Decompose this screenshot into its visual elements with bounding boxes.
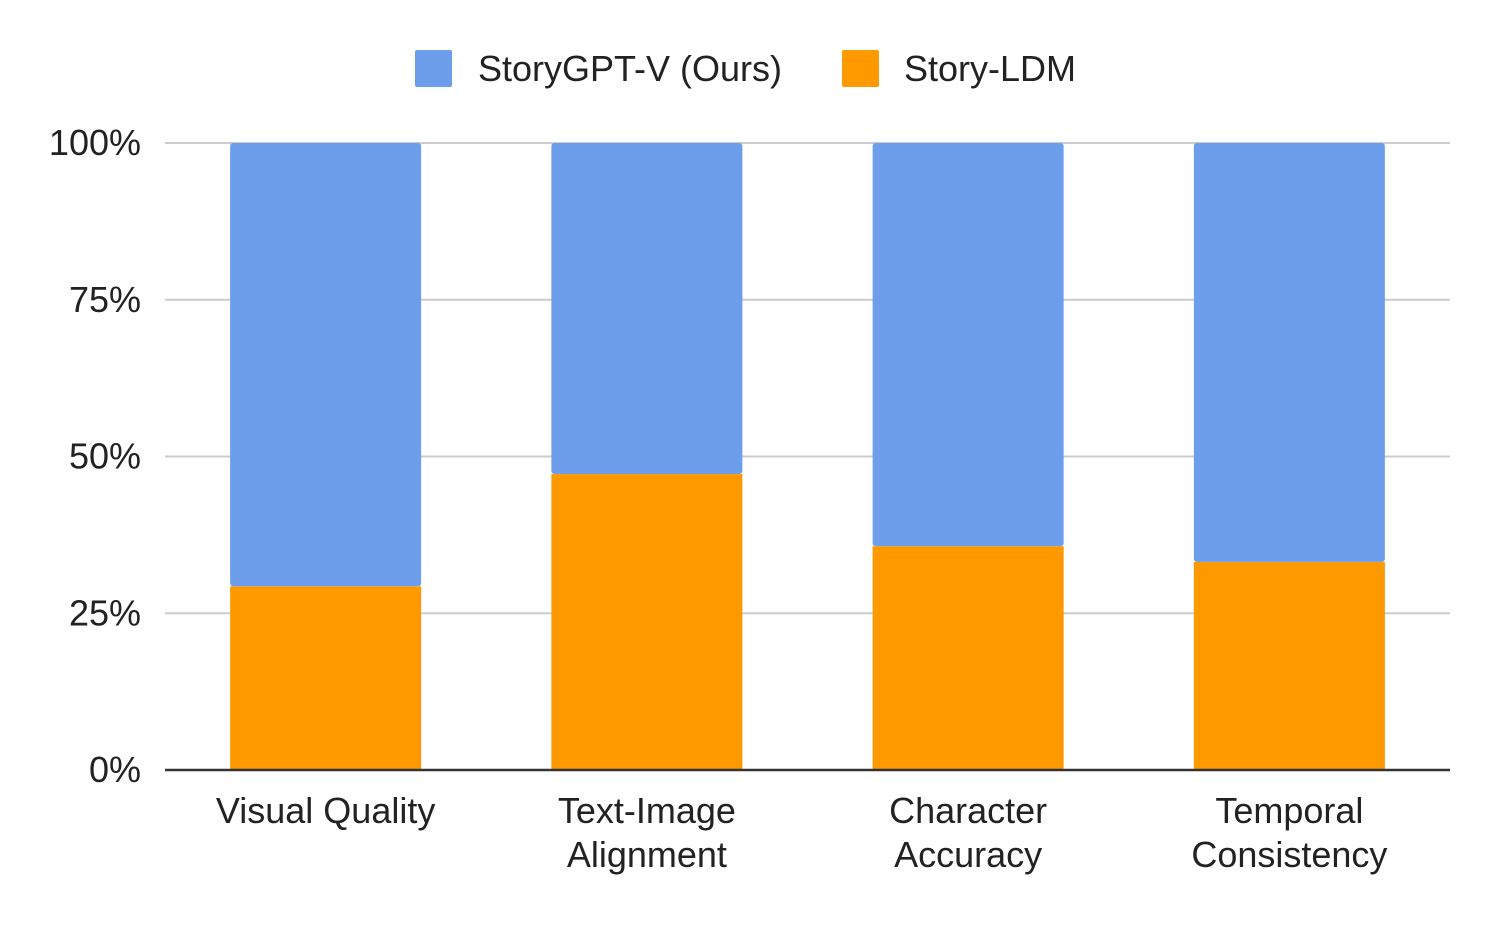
x-tick-label: Character Accuracy bbox=[889, 790, 1047, 875]
y-tick-label: 25% bbox=[69, 592, 141, 633]
y-tick-label: 100% bbox=[49, 122, 141, 163]
x-axis: Visual Quality Text-Image Alignment Charact… bbox=[165, 768, 1450, 875]
bar-story-ldm-1 bbox=[551, 474, 743, 770]
bar-storygpt-v-ours-0 bbox=[230, 143, 422, 587]
legend-label-story-ldm: Story-LDM bbox=[904, 48, 1076, 89]
legend: StoryGPT-V (Ours) Story-LDM bbox=[415, 48, 1076, 89]
bar-storygpt-v-ours-1 bbox=[551, 143, 743, 475]
x-tick-label: Visual Quality bbox=[216, 790, 435, 831]
legend-swatch-story-ldm bbox=[842, 50, 879, 87]
bar-story-ldm-2 bbox=[872, 546, 1064, 770]
y-tick-label: 75% bbox=[69, 279, 141, 320]
x-tick-label: Temporal Consistency bbox=[1191, 790, 1387, 875]
bar-storygpt-v-ours-3 bbox=[1193, 143, 1385, 562]
legend-swatch-storygpt-v-ours bbox=[415, 50, 452, 87]
bar-story-ldm-0 bbox=[230, 586, 422, 770]
y-tick-label: 50% bbox=[69, 436, 141, 477]
y-tick-label: 0% bbox=[89, 749, 141, 790]
bar-story-ldm-3 bbox=[1193, 561, 1385, 770]
bars bbox=[230, 143, 1385, 770]
x-tick-label: Text-Image Alignment bbox=[558, 790, 736, 875]
legend-label-storygpt-v-ours: StoryGPT-V (Ours) bbox=[478, 48, 782, 89]
bar-storygpt-v-ours-2 bbox=[872, 143, 1064, 547]
y-axis: 0% 25% 50% 75% 100% bbox=[49, 122, 141, 790]
